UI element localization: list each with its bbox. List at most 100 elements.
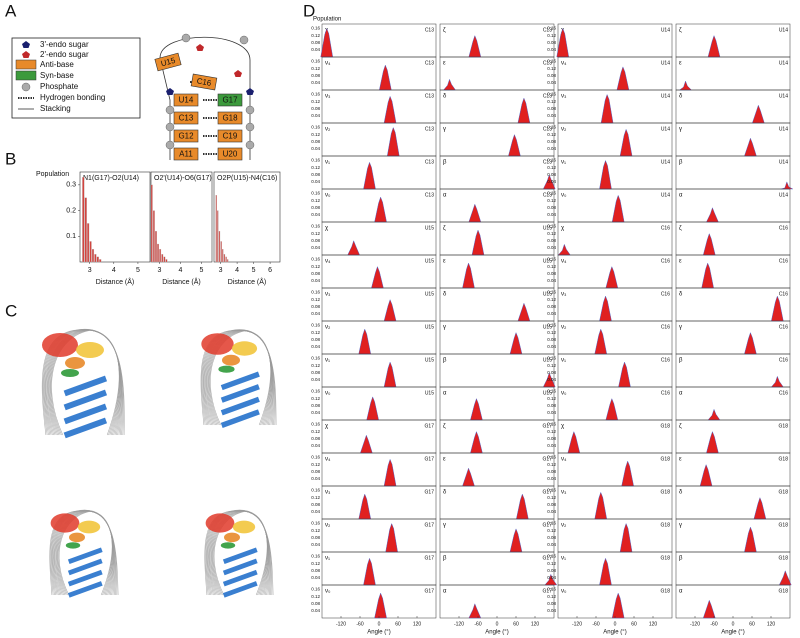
nucleotide-box: [173, 93, 199, 107]
histogram-peak: [611, 592, 625, 619]
plot-frame: [675, 518, 791, 553]
residue-label: U14: [779, 192, 788, 198]
histogram-peak: [702, 233, 716, 256]
residue-label: G18: [779, 456, 789, 462]
y-tick-label: 0.08: [311, 106, 320, 111]
y-tick-label: 0.12: [547, 99, 556, 104]
y-tick-label: 0.04: [311, 476, 320, 481]
angle-label: ν₂: [561, 523, 567, 529]
y-tick-label: 0.12: [547, 528, 556, 533]
angle-label: ν₂: [325, 523, 331, 529]
y-tick-label: 0.16: [547, 257, 556, 262]
y-tick-label: 0.04: [311, 113, 320, 118]
legend-icon: [21, 82, 31, 92]
histogram-peak: [462, 467, 475, 487]
nucleotide-box: [217, 129, 243, 143]
plot-frame: [557, 287, 673, 322]
base-pair: [220, 384, 260, 403]
plot-frame: [439, 320, 555, 355]
plot-frame: [675, 584, 791, 619]
histogram-peak: [363, 557, 376, 586]
y-tick-label: 0.16: [311, 125, 320, 130]
x-tick-label: -60: [356, 621, 363, 627]
y-tick-label: 0.16: [547, 488, 556, 493]
y-tick-label: 0.16: [311, 59, 320, 64]
y-tick-label: 0.08: [547, 436, 556, 441]
base-pair: [67, 581, 103, 598]
legend-label: 3'-endo sugar: [40, 40, 89, 49]
bar: [218, 230, 221, 263]
y-tick-label: 0.16: [311, 488, 320, 493]
residue-label: G18: [661, 489, 671, 495]
y-tick-label: 0.12: [547, 330, 556, 335]
histogram-peak: [471, 229, 485, 256]
residue-label: G17: [425, 555, 435, 561]
histogram-peak: [383, 361, 397, 388]
residue-label: G18: [779, 522, 789, 528]
residue-blob: [232, 520, 256, 534]
residue-label: U14: [779, 159, 788, 165]
angle-label: ε: [679, 61, 682, 67]
plot-frame: [439, 551, 555, 586]
histogram-peak: [600, 93, 614, 124]
histogram-peak: [567, 431, 581, 454]
base-pair: [222, 569, 258, 587]
y-tick-label: 0.08: [547, 502, 556, 507]
residue-label: U15: [425, 258, 434, 264]
plot-frame: [321, 122, 437, 157]
residue-label: C13: [543, 27, 552, 33]
x-tick-label: 120: [649, 621, 658, 627]
histogram-peak: [616, 66, 630, 91]
angle-label: ν₃: [561, 490, 567, 496]
y-tick-label: 0.04: [311, 443, 320, 448]
y-tick-label: 0.08: [311, 403, 320, 408]
residue-label: G17: [425, 423, 435, 429]
plot-frame: [321, 89, 437, 124]
plot-frame: [675, 89, 791, 124]
y-tick-label: 0.08: [547, 337, 556, 342]
residue-label: C13: [425, 159, 434, 165]
y-tick-label: 0.16: [311, 356, 320, 361]
y-tick-label: 0.04: [547, 476, 556, 481]
legend-label: Syn-base: [40, 71, 74, 80]
plot-frame: [321, 419, 437, 454]
angle-label: α: [679, 391, 683, 397]
angle-label: β: [679, 160, 683, 166]
y-tick-label: 0.04: [547, 344, 556, 349]
angle-label: ζ: [443, 424, 446, 430]
histogram-peak: [707, 35, 721, 58]
y-tick-label: 0.16: [547, 422, 556, 427]
plot-frame: [439, 23, 555, 58]
x-tick-label: -60: [710, 621, 717, 627]
x-axis-label: Angle (°): [721, 630, 744, 636]
residue-label: U15: [543, 357, 552, 363]
angle-label: ζ: [443, 226, 446, 232]
y-tick-label: 0.08: [311, 568, 320, 573]
histogram-peak: [358, 328, 371, 355]
y-tick-label: 0.04: [547, 542, 556, 547]
x-tick-label: 0: [732, 621, 735, 627]
angle-label: ν₄: [325, 457, 331, 463]
y-tick-label: 0.12: [547, 429, 556, 434]
y-tick-label: 0.16: [547, 191, 556, 196]
y-tick-label: 0.04: [311, 179, 320, 184]
histogram-peak: [371, 266, 384, 289]
angle-label: δ: [443, 490, 447, 496]
nucleotide-box: [217, 93, 243, 107]
histogram-peak: [517, 97, 531, 124]
bar: [223, 254, 226, 263]
histogram-peak: [556, 27, 569, 58]
residue-blob: [220, 542, 236, 549]
angle-label: ζ: [679, 424, 682, 430]
y-tick-label: 0.04: [311, 410, 320, 415]
nucleotide-label: G18: [222, 114, 238, 123]
residue-label: C13: [543, 192, 552, 198]
y-tick-label: 0.12: [547, 594, 556, 599]
histogram-peak: [462, 262, 475, 289]
y-tick-label: 0.08: [311, 172, 320, 177]
angle-label: δ: [679, 292, 683, 298]
residue-label: G17: [543, 588, 553, 594]
plot-frame: [557, 320, 673, 355]
residue-blob: [76, 342, 104, 358]
